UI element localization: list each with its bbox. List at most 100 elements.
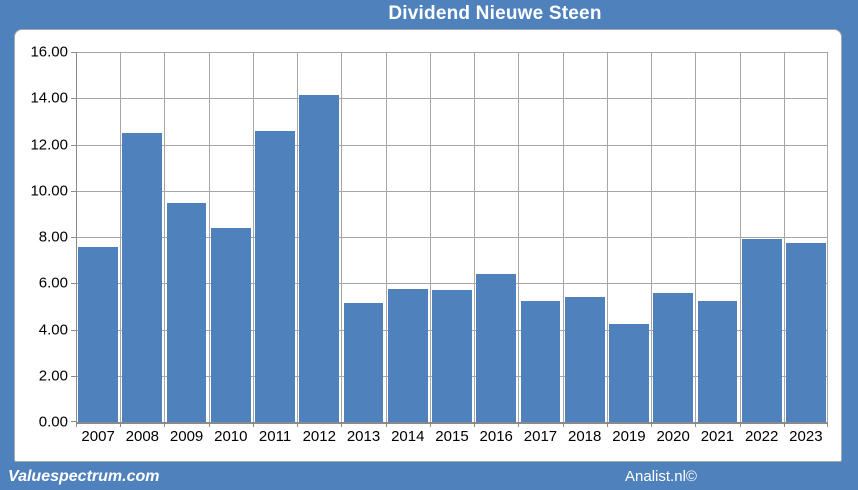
gridline-vertical: [518, 52, 519, 422]
x-axis-label-2020: 2020: [656, 428, 690, 445]
y-axis-tick: [71, 283, 76, 284]
x-axis-label-2021: 2021: [700, 428, 735, 445]
bar-2020: [653, 292, 694, 422]
x-axis-label-2016: 2016: [479, 428, 513, 445]
x-axis-label-2007: 2007: [81, 428, 115, 445]
x-axis-labels: 2007 2008 2009 2010 2011 2012 2013 2014 2015 2016…: [76, 428, 828, 450]
bar-2019: [609, 323, 649, 422]
y-axis-labels: 16.00 14.00 12.00 10.00 8.00 6.00 4.00 2.00 0.00: [15, 44, 68, 431]
y-axis-tick: [71, 98, 76, 99]
bar-2013: [343, 302, 384, 422]
x-axis-tick: [76, 422, 77, 427]
y-axis-tick: [71, 145, 76, 146]
bar-2012: [299, 94, 340, 422]
y-axis-label: 2.00: [38, 367, 68, 385]
x-axis-label-2013: 2013: [346, 428, 381, 445]
x-axis-tick: [120, 422, 121, 427]
y-axis-label: 12.00: [30, 136, 68, 153]
gridline-vertical: [607, 52, 608, 422]
gridline-vertical: [164, 52, 165, 422]
x-axis-tick: [474, 422, 475, 427]
gridline-vertical: [784, 52, 785, 422]
x-axis-label-2019: 2019: [612, 428, 646, 445]
x-axis-label-2014: 2014: [391, 428, 425, 445]
x-axis-tick: [253, 422, 254, 427]
gridline-vertical: [297, 52, 298, 422]
bar-2007: [78, 247, 118, 422]
gridline-horizontal: [76, 144, 828, 146]
bar-2018: [564, 297, 605, 422]
y-axis-tick: [71, 237, 76, 238]
x-axis-tick: [827, 422, 828, 427]
plot-area: [71, 52, 828, 427]
x-axis-label-2011: 2011: [258, 428, 292, 445]
x-axis-tick: [651, 422, 652, 427]
x-axis-label-2012: 2012: [302, 428, 336, 445]
y-axis-line: [76, 52, 77, 422]
gridline-horizontal: [76, 190, 828, 192]
gridline-vertical: [430, 52, 431, 422]
bar-2009: [166, 203, 207, 422]
bar-2010: [210, 227, 251, 422]
x-axis-tick: [518, 422, 519, 427]
bar-2011: [255, 130, 295, 422]
footer-bar: Valuespectrum.com Analist.nl©: [0, 462, 858, 490]
x-axis-tick: [695, 422, 696, 427]
y-axis-tick: [71, 52, 76, 53]
x-axis-label-2010: 2010: [214, 428, 248, 445]
bar-2022: [741, 239, 782, 422]
y-axis-label: 14.00: [30, 89, 68, 107]
bar-2017: [520, 300, 561, 422]
x-axis-tick: [341, 422, 342, 427]
x-axis-tick: [386, 422, 387, 427]
y-axis-tick: [71, 330, 76, 331]
footer-brand-valuespectrum: Valuespectrum.com: [8, 468, 160, 485]
y-axis-label: 4.00: [38, 321, 68, 338]
x-axis-label-2017: 2017: [523, 428, 558, 445]
bar-2023: [785, 242, 826, 422]
x-axis-tick: [164, 422, 165, 427]
x-axis-label-2023: 2023: [789, 428, 823, 445]
x-axis-label-2008: 2008: [125, 428, 160, 445]
gridline-vertical: [386, 52, 387, 422]
x-axis-label-2009: 2009: [169, 428, 204, 445]
gridline-vertical: [827, 52, 828, 422]
gridline-horizontal: [76, 98, 828, 100]
y-axis-tick: [71, 376, 76, 377]
bar-2016: [476, 274, 517, 422]
y-axis-label: 8.00: [38, 228, 68, 246]
gridline-horizontal: [76, 237, 828, 238]
footer-brand-analist: Analist.nl©: [625, 468, 697, 485]
gridline-horizontal: [76, 52, 828, 53]
gridline-vertical: [341, 52, 342, 422]
bar-2021: [697, 300, 738, 422]
bar-2008: [122, 132, 163, 422]
x-axis-label-2022: 2022: [744, 428, 779, 445]
y-axis-label: 10.00: [30, 182, 68, 200]
x-axis-tick: [563, 422, 564, 427]
x-axis-tick: [297, 422, 298, 427]
x-axis-label-2015: 2015: [435, 428, 469, 445]
gridline-horizontal: [76, 283, 828, 285]
gridline-vertical: [253, 52, 254, 422]
gridline-vertical: [651, 52, 652, 422]
y-axis-label: 16.00: [30, 43, 68, 61]
x-axis-tick: [209, 422, 210, 427]
y-axis-tick: [71, 191, 76, 192]
x-axis-tick: [430, 422, 431, 427]
bar-2015: [432, 290, 472, 422]
x-axis-tick: [784, 422, 785, 427]
chart-panel: 16.00 14.00 12.00 10.00 8.00 6.00 4.00 2.00 0.00…: [14, 29, 842, 462]
gridline-vertical: [209, 52, 210, 422]
y-axis-tick: [71, 421, 76, 422]
x-axis-tick: [740, 422, 741, 427]
gridline-vertical: [474, 52, 475, 422]
bar-2014: [387, 289, 428, 422]
gridline-vertical: [740, 52, 741, 422]
title-bar: Dividend Nieuwe Steen: [0, 0, 858, 29]
x-axis-tick: [607, 422, 608, 427]
y-axis-label: 6.00: [38, 274, 68, 292]
gridline-vertical: [563, 52, 564, 422]
chart-title: Dividend Nieuwe Steen: [388, 3, 602, 24]
